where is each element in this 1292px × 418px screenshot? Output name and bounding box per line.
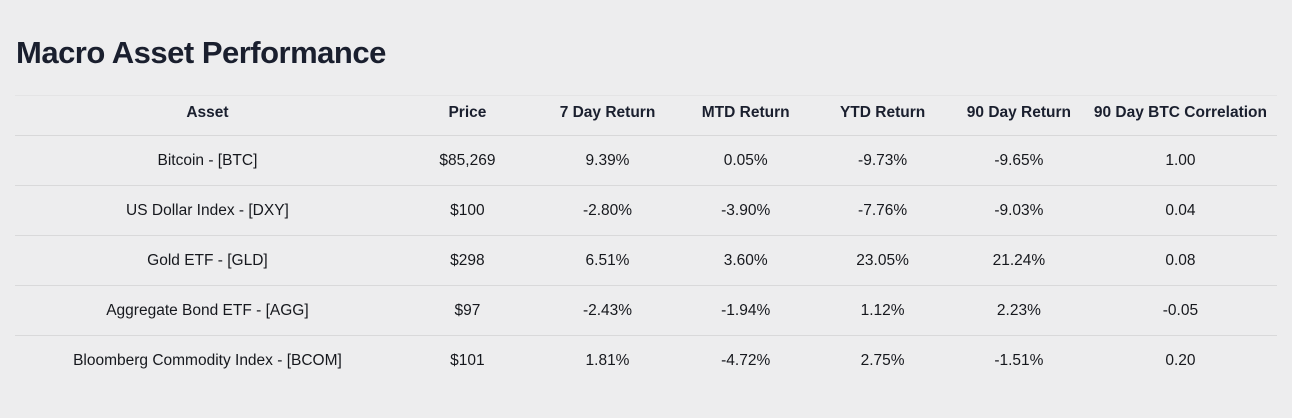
cell-ytd-return: 1.12% [811, 285, 954, 336]
column-header-asset: Asset [15, 95, 400, 136]
cell-mtd-return: -4.72% [721, 351, 771, 369]
cell-asset: Aggregate Bond ETF - [AGG] [15, 285, 400, 336]
column-header-ytd-return: YTD Return [811, 95, 954, 136]
cell-asset: Bloomberg Commodity Index - [BCOM] [73, 351, 342, 369]
table-row: Aggregate Bond ETF - [AGG] $97 -2.43% -1… [15, 285, 1277, 336]
cell-90-day-btc-correlation: 1.00 [1083, 135, 1277, 186]
table-body: Bitcoin - [BTC] $85,269 9.39% 0.05% -9.7… [15, 135, 1277, 386]
cell-mtd-return: 3.60% [680, 235, 812, 286]
table-row: Gold ETF - [GLD] $298 6.51% 3.60% 23.05%… [15, 235, 1277, 286]
column-header-mtd-return: MTD Return [680, 95, 812, 136]
cell-ytd-return: 2.75% [860, 351, 905, 369]
cell-90-day-btc-correlation: -0.05 [1083, 285, 1277, 336]
cell-mtd-return: -3.90% [680, 185, 812, 236]
cell-7-day-return: 9.39% [534, 135, 681, 186]
cell-ytd-return: 23.05% [811, 235, 954, 286]
cell-90-day-return: -1.51% [994, 351, 1044, 369]
cell-90-day-return: 2.23% [953, 285, 1084, 336]
column-header-price: Price [399, 95, 535, 136]
cell-price: $97 [399, 285, 535, 336]
cell-7-day-return: 1.81% [585, 351, 630, 369]
cell-ytd-return: -7.76% [811, 185, 954, 236]
table-row: Bitcoin - [BTC] $85,269 9.39% 0.05% -9.7… [15, 135, 1277, 186]
table-row: US Dollar Index - [DXY] $100 -2.80% -3.9… [15, 185, 1277, 236]
table-header: Asset Price 7 Day Return MTD Return YTD … [15, 95, 1277, 136]
table-row: Bloomberg Commodity Index - [BCOM] $101 … [15, 336, 1277, 386]
cell-asset: US Dollar Index - [DXY] [15, 185, 400, 236]
cell-90-day-btc-correlation: 0.04 [1083, 185, 1277, 236]
column-header-90-day-btc-correlation: 90 Day BTC Correlation [1083, 95, 1277, 136]
cell-mtd-return: -1.94% [680, 285, 812, 336]
cell-price: $85,269 [399, 135, 535, 186]
cell-90-day-return: 21.24% [953, 235, 1084, 286]
cell-90-day-return: -9.65% [953, 135, 1084, 186]
cell-7-day-return: -2.43% [534, 285, 681, 336]
cell-7-day-return: -2.80% [534, 185, 681, 236]
cell-price: $100 [399, 185, 535, 236]
cell-asset: Bitcoin - [BTC] [15, 135, 400, 186]
cell-7-day-return: 6.51% [534, 235, 681, 286]
cell-90-day-btc-correlation: 0.08 [1083, 235, 1277, 286]
cell-price: $101 [450, 351, 485, 369]
table-container: Asset Price 7 Day Return MTD Return YTD … [15, 95, 1277, 385]
cell-90-day-btc-correlation: 0.20 [1165, 351, 1196, 369]
cell-ytd-return: -9.73% [811, 135, 954, 186]
page-title: Macro Asset Performance [16, 35, 386, 70]
cell-asset: Gold ETF - [GLD] [15, 235, 400, 286]
macro-asset-performance-table: Asset Price 7 Day Return MTD Return YTD … [15, 95, 1277, 385]
column-header-7-day-return: 7 Day Return [534, 95, 681, 136]
cell-price: $298 [399, 235, 535, 286]
column-header-90-day-return: 90 Day Return [953, 95, 1084, 136]
cell-90-day-return: -9.03% [953, 185, 1084, 236]
header-row: Asset Price 7 Day Return MTD Return YTD … [15, 95, 1277, 136]
cell-mtd-return: 0.05% [680, 135, 812, 186]
